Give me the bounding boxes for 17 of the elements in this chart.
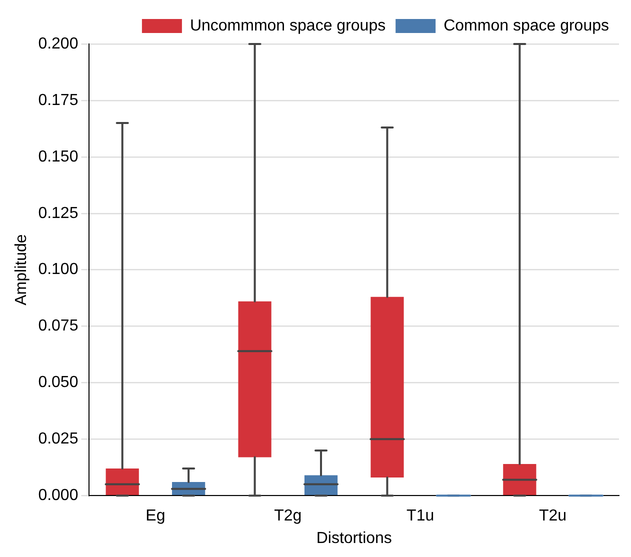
y-tick-label: 0.100 (38, 261, 78, 278)
x-tick-label: T1u (406, 508, 434, 525)
legend-label: Uncommmon space groups (190, 17, 386, 34)
x-tick-label: T2g (274, 508, 302, 525)
legend-label: Common space groups (444, 17, 610, 34)
y-tick-label: 0.175 (38, 92, 78, 109)
x-axis-title: Distortions (316, 530, 392, 547)
y-tick-label: 0.000 (38, 487, 78, 504)
y-tick-label: 0.150 (38, 148, 78, 166)
y-tick-label: 0.200 (38, 35, 78, 52)
y-tick-label: 0.050 (38, 374, 78, 392)
y-axis-title: Amplitude (13, 234, 30, 306)
y-tick-label: 0.025 (38, 430, 78, 448)
y-tick-label: 0.125 (38, 204, 78, 222)
x-tick-label: Eg (146, 508, 166, 525)
x-tick-label: T2u (538, 508, 567, 525)
y-tick-label: 0.075 (38, 318, 78, 335)
